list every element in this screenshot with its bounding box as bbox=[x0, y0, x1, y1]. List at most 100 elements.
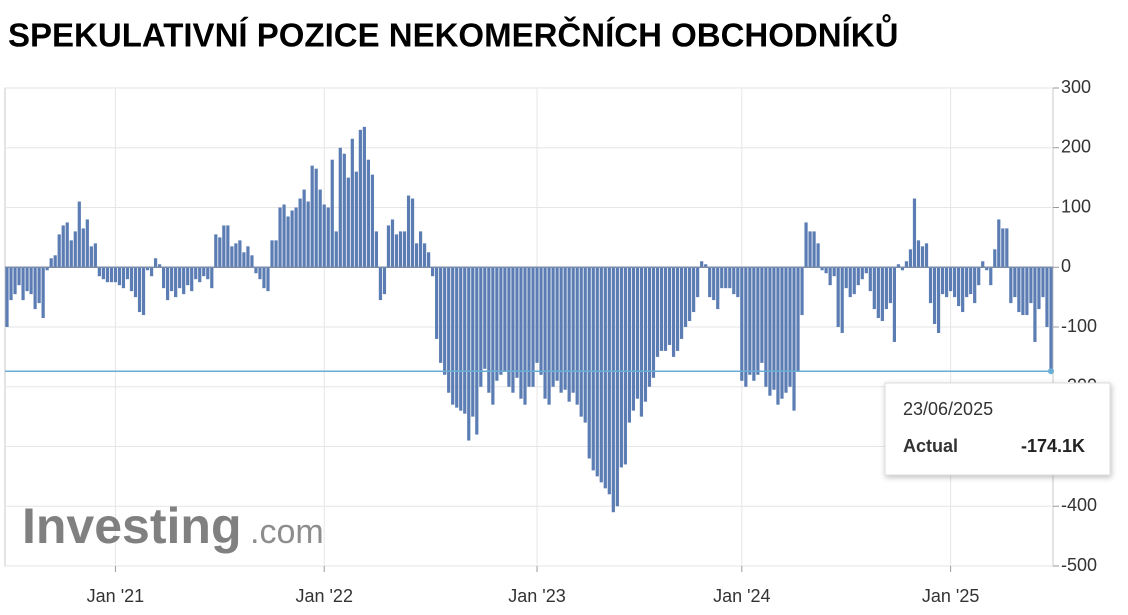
bar bbox=[153, 258, 158, 268]
bar bbox=[125, 267, 130, 280]
bar bbox=[712, 267, 716, 301]
bar bbox=[443, 267, 447, 375]
bar bbox=[258, 267, 262, 280]
bar bbox=[431, 267, 435, 277]
bar bbox=[1045, 267, 1049, 327]
bar bbox=[635, 267, 640, 399]
bar bbox=[965, 267, 969, 298]
bar bbox=[81, 228, 85, 268]
bar bbox=[487, 267, 491, 393]
bar bbox=[647, 267, 652, 387]
bar bbox=[45, 267, 49, 271]
bar bbox=[422, 243, 427, 268]
bar bbox=[318, 189, 322, 268]
bar bbox=[77, 201, 81, 268]
bar bbox=[174, 267, 178, 298]
bar bbox=[290, 210, 294, 268]
bar bbox=[451, 267, 455, 405]
bar bbox=[683, 267, 688, 327]
bar bbox=[105, 267, 109, 283]
bar bbox=[250, 255, 254, 268]
y-tick-label: -100 bbox=[1061, 316, 1097, 336]
bar bbox=[655, 267, 660, 357]
bar bbox=[688, 267, 692, 322]
bar bbox=[455, 267, 459, 408]
bar bbox=[483, 267, 487, 369]
bar bbox=[904, 261, 909, 268]
bar bbox=[547, 267, 551, 405]
bar bbox=[820, 267, 824, 271]
bar bbox=[800, 267, 804, 316]
bar bbox=[394, 234, 399, 268]
bar bbox=[246, 246, 250, 268]
bar bbox=[740, 267, 744, 381]
bar bbox=[342, 153, 346, 268]
bar bbox=[768, 267, 772, 396]
bar bbox=[73, 231, 77, 268]
bar bbox=[872, 267, 876, 310]
bar bbox=[350, 138, 354, 268]
bar bbox=[804, 222, 808, 268]
bar bbox=[631, 267, 636, 411]
bar bbox=[374, 231, 379, 268]
bar bbox=[278, 207, 282, 268]
bar bbox=[97, 267, 101, 277]
bar bbox=[780, 267, 784, 399]
bar bbox=[370, 174, 375, 268]
bar bbox=[1041, 267, 1045, 298]
bar bbox=[828, 267, 832, 286]
bar bbox=[953, 267, 957, 298]
bar bbox=[623, 267, 627, 465]
bar bbox=[619, 267, 623, 468]
tooltip bbox=[884, 382, 1111, 476]
bar bbox=[679, 267, 684, 339]
bar bbox=[543, 267, 547, 399]
bar bbox=[222, 225, 226, 268]
bar bbox=[61, 225, 65, 268]
bar bbox=[157, 264, 162, 268]
bar bbox=[499, 267, 503, 375]
bar bbox=[447, 267, 451, 393]
bar bbox=[101, 267, 105, 280]
bar bbox=[1005, 228, 1009, 268]
bar bbox=[627, 267, 631, 423]
bar bbox=[912, 198, 917, 268]
bar bbox=[386, 225, 391, 268]
bar bbox=[957, 267, 961, 307]
bar bbox=[1037, 267, 1041, 310]
bar bbox=[884, 267, 888, 310]
bar bbox=[262, 267, 266, 289]
bar bbox=[724, 267, 728, 289]
bar bbox=[772, 267, 776, 390]
bar bbox=[93, 243, 97, 268]
bar bbox=[924, 243, 929, 268]
bar bbox=[414, 243, 419, 268]
bar bbox=[1021, 267, 1025, 316]
bar bbox=[435, 267, 439, 339]
bar bbox=[294, 207, 298, 268]
bar bbox=[226, 225, 230, 268]
bar bbox=[840, 267, 844, 333]
bar bbox=[282, 204, 286, 268]
bar bbox=[764, 267, 768, 387]
bar bbox=[519, 267, 523, 399]
bar bbox=[864, 267, 868, 274]
bar bbox=[186, 267, 190, 286]
y-tick-label: -400 bbox=[1061, 495, 1097, 515]
bar bbox=[961, 267, 965, 313]
bar bbox=[639, 267, 644, 417]
bar bbox=[145, 267, 150, 271]
bar bbox=[85, 219, 89, 268]
bar bbox=[643, 267, 648, 402]
bar bbox=[888, 267, 892, 304]
watermark: Investing bbox=[22, 498, 241, 554]
bar bbox=[322, 204, 326, 268]
bar bbox=[559, 267, 563, 393]
bar bbox=[503, 267, 507, 372]
bar bbox=[973, 267, 977, 304]
bar bbox=[1001, 228, 1005, 268]
chart-title: SPEKULATIVNÍ POZICE NEKOMERČNÍCH OBCHODN… bbox=[8, 14, 898, 54]
bar bbox=[848, 267, 852, 298]
bar bbox=[121, 267, 126, 289]
bar bbox=[326, 207, 330, 268]
